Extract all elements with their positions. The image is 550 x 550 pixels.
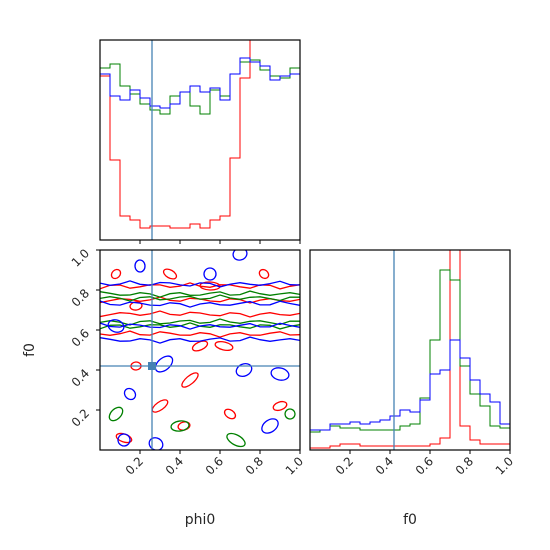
f0-histogram-panel: 0.2 0.4 0.6 0.8 1.0 f0 xyxy=(309,249,516,528)
f0-x-tick-label: 0.2 xyxy=(333,454,356,477)
phi0-x-tick-label: 0.4 xyxy=(163,454,186,477)
contour-island-blue xyxy=(235,362,253,378)
f0-x-tick-label: 0.6 xyxy=(413,454,436,477)
f0-histogram-frame xyxy=(309,249,511,451)
phi0-histogram-frame xyxy=(99,39,301,241)
contour-island-red xyxy=(151,399,169,413)
contour-frame xyxy=(99,249,301,451)
histogram-series-green xyxy=(310,269,510,433)
contour-island-blue xyxy=(107,319,125,333)
contour-island-green xyxy=(170,420,190,432)
contour-island-red xyxy=(110,268,122,280)
f0-y-tick-label: 0.8 xyxy=(69,286,92,309)
histogram-series-blue xyxy=(310,339,510,431)
y-axis-label-f0: f0 xyxy=(22,343,38,357)
histogram-series-red xyxy=(100,40,251,229)
contour-island-blue xyxy=(270,367,290,381)
contour-band-blue xyxy=(100,300,300,308)
contour-island-blue xyxy=(261,418,279,434)
contour-band-blue xyxy=(100,336,300,344)
contour-island-blue xyxy=(232,250,248,261)
contour-island-green xyxy=(226,432,246,448)
contour-island-blue xyxy=(123,387,137,401)
contour-island-blue xyxy=(117,433,131,447)
contour-island-red xyxy=(181,372,199,388)
contour-band-blue xyxy=(100,322,300,330)
histogram-series-blue xyxy=(100,57,300,109)
f0-y-tick-label: 1.0 xyxy=(69,246,92,269)
contour-band-green xyxy=(100,290,300,298)
f0-x-tick-label: 1.0 xyxy=(493,454,516,477)
contour-island-red xyxy=(162,268,178,280)
contour-band-red xyxy=(100,310,300,318)
phi0-x-tick-label: 0.6 xyxy=(203,454,226,477)
contour-island-blue xyxy=(154,355,174,373)
contour-island-blue xyxy=(134,259,146,273)
f0-x-tick-label: 0.4 xyxy=(373,454,396,477)
phi0-f0-contour-panel: 0.2 0.4 0.6 0.8 1.0 0.2 0.4 0.6 0.8 1.0 phi0 f0 xyxy=(22,246,306,528)
truth-marker xyxy=(148,362,156,370)
histogram-series-red xyxy=(310,250,510,449)
contour-island-blue xyxy=(148,437,164,450)
x-axis-label-f0: f0 xyxy=(403,512,417,528)
contour-island-red xyxy=(214,340,234,352)
x-axis-label-phi0: phi0 xyxy=(185,512,216,528)
contour-island-green xyxy=(108,406,124,422)
contour-band-blue xyxy=(100,280,300,288)
phi0-x-tick-label: 0.8 xyxy=(243,454,266,477)
contour-island-red xyxy=(191,340,209,352)
f0-y-tick-label: 0.6 xyxy=(69,326,92,349)
f0-y-tick-label: 0.4 xyxy=(69,366,92,389)
f0-y-tick-label: 0.2 xyxy=(69,406,92,429)
contour-island-blue xyxy=(203,267,217,281)
phi0-histogram-panel xyxy=(99,39,301,244)
contour-island-red xyxy=(258,268,270,280)
f0-x-tick-label: 0.8 xyxy=(453,454,476,477)
contour-band-green xyxy=(100,294,300,302)
histogram-series-green xyxy=(100,59,300,115)
phi0-x-tick-label: 1.0 xyxy=(283,454,306,477)
phi0-x-tick-label: 0.2 xyxy=(123,454,146,477)
contour-island-red xyxy=(272,400,288,412)
contour-island-red xyxy=(223,408,237,420)
contour-band-red xyxy=(100,330,300,338)
contour-island-green xyxy=(284,408,296,420)
